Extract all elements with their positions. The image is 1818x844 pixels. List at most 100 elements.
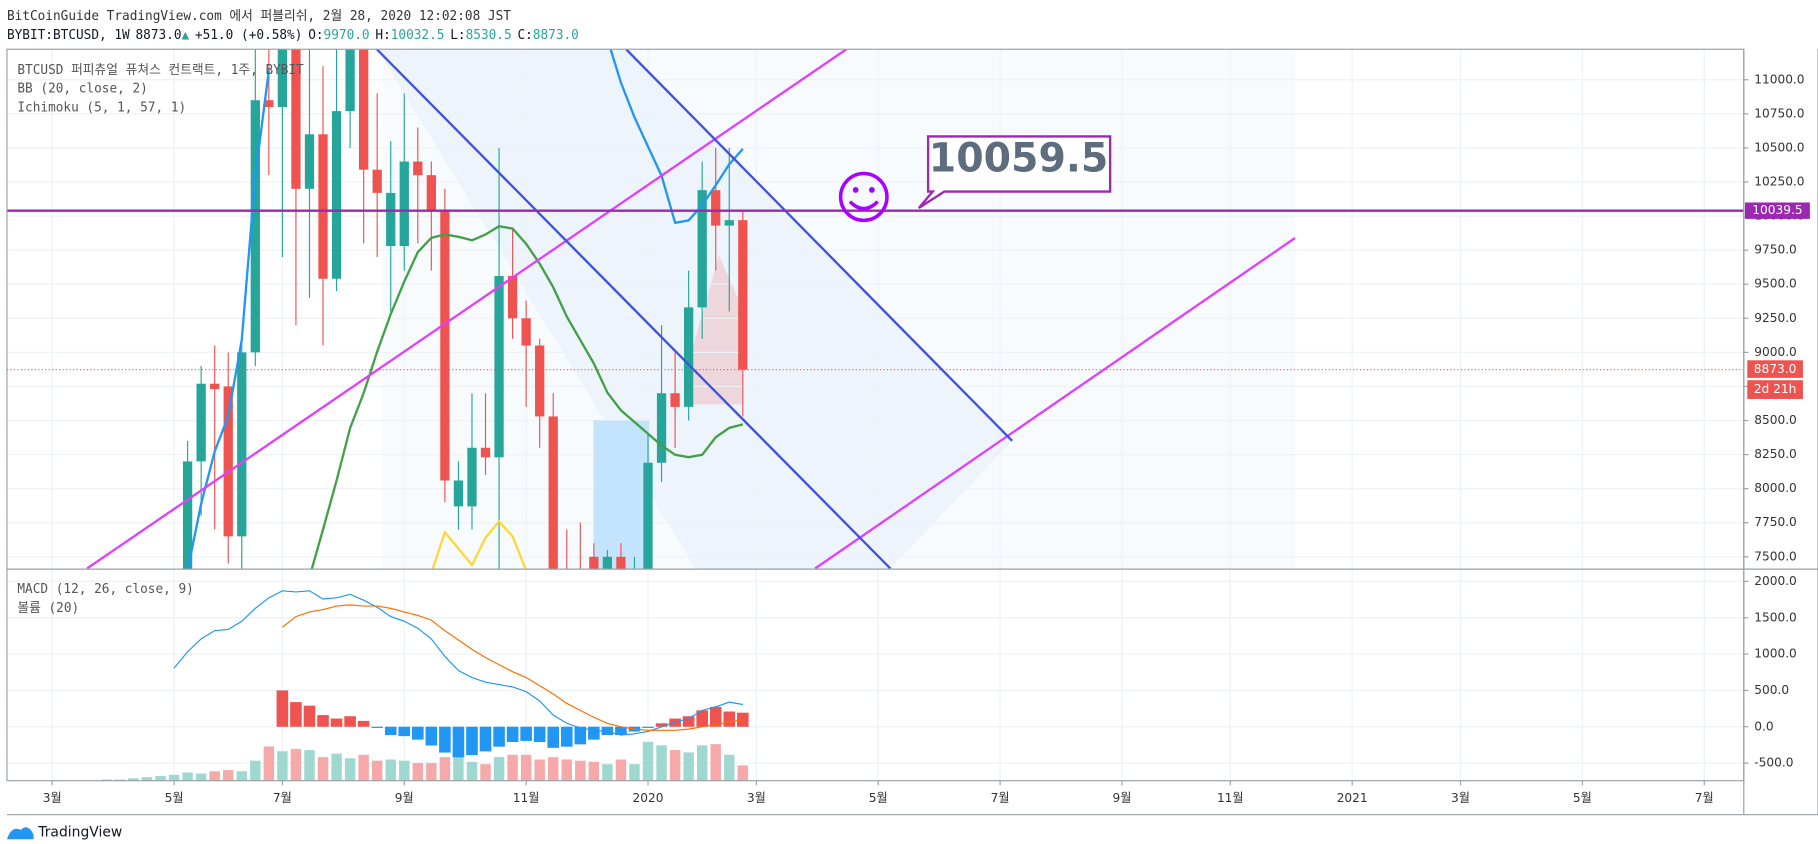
volume-bar xyxy=(669,750,681,781)
candle-body xyxy=(535,345,545,417)
volume-bar xyxy=(317,757,329,781)
main-pane xyxy=(6,49,1744,569)
trendline xyxy=(86,49,848,569)
histogram-bar xyxy=(682,716,695,727)
trendline xyxy=(375,49,892,569)
candle-body xyxy=(318,134,328,279)
histogram-bar xyxy=(479,726,492,752)
header-symbol: BYBIT:BTCUSD, 1W xyxy=(7,28,130,43)
volume-bar xyxy=(561,759,572,781)
volume-bar xyxy=(683,752,694,781)
header-h: 10032.5 xyxy=(391,28,445,43)
histogram-bar xyxy=(344,716,356,727)
histogram-bar xyxy=(520,726,532,741)
histogram-bar xyxy=(425,726,438,746)
axes: BitCoinGuide TradingView.com 에서 퍼블리쉬, 2월… xyxy=(6,9,1818,840)
candle-body xyxy=(237,352,247,537)
volume-bar xyxy=(724,754,735,781)
candle-body xyxy=(223,386,233,537)
candle-body xyxy=(386,192,396,247)
histogram-bar xyxy=(723,711,736,727)
histogram-bar xyxy=(439,726,451,753)
y-tick-label: 10500.0 xyxy=(1754,140,1804,154)
y-tick-label: 7750.0 xyxy=(1754,515,1797,529)
main-legend: Ichimoku (5, 1, 57, 1) xyxy=(17,100,186,115)
x-tick-label: 3월 xyxy=(1451,791,1470,805)
candle-body xyxy=(711,190,721,226)
volume-bar xyxy=(520,754,532,781)
candle-body xyxy=(684,307,694,407)
header-l-label: L: xyxy=(450,28,465,43)
histogram-bar xyxy=(574,726,587,745)
histogram-bar xyxy=(317,715,329,727)
candle-body xyxy=(345,49,355,112)
volume-bar xyxy=(290,748,302,781)
histogram-bar xyxy=(547,726,560,748)
histogram-bar xyxy=(560,726,573,747)
candle-body xyxy=(372,169,382,193)
volume-bar xyxy=(168,774,180,781)
price-label: 8873.0 xyxy=(1754,362,1797,376)
macd-legend: 볼륨 (20) xyxy=(17,601,79,616)
main-legend: BB (20, close, 2) xyxy=(17,82,147,97)
candle-body xyxy=(589,556,599,569)
histogram-bar xyxy=(696,710,708,727)
y-tick-label: 2000.0 xyxy=(1754,574,1797,588)
volume-bar xyxy=(453,757,464,781)
histogram-bar xyxy=(588,726,600,740)
candle-body xyxy=(507,276,518,319)
y-tick-label: 7500.0 xyxy=(1754,549,1797,563)
candle-body xyxy=(413,161,423,176)
candle-body xyxy=(548,416,558,569)
candle-body xyxy=(182,461,193,569)
x-tick-label: 2020 xyxy=(633,791,664,805)
x-tick-label: 9월 xyxy=(395,791,414,805)
volume-bar xyxy=(615,759,627,781)
y-tick-label: -500.0 xyxy=(1754,756,1793,770)
volume-bar xyxy=(128,778,139,781)
volume-bar xyxy=(439,757,451,781)
smiley xyxy=(838,171,889,223)
volume-bar xyxy=(141,777,153,781)
overlay-line xyxy=(431,519,527,569)
x-tick-label: 5월 xyxy=(1573,791,1592,805)
volume-bar xyxy=(588,761,600,781)
y-tick-label: 10750.0 xyxy=(1754,106,1804,120)
volume-bar xyxy=(114,779,126,781)
footer-logo xyxy=(6,827,34,840)
x-tick-label: 3월 xyxy=(747,791,766,805)
x-tick-label: 5월 xyxy=(869,791,888,805)
overlay-line xyxy=(310,225,744,569)
x-tick-label: 5월 xyxy=(165,791,184,805)
candle-body xyxy=(250,100,260,353)
header-last: 8873.0 xyxy=(135,28,181,43)
y-tick-label: 0.0 xyxy=(1754,719,1773,733)
macd-legend: MACD (12, 26, close, 9) xyxy=(17,582,193,597)
histogram-bar xyxy=(412,726,424,740)
x-tick-label: 11월 xyxy=(1217,791,1244,805)
volume-bar xyxy=(548,757,559,781)
macd-pane xyxy=(6,569,1744,781)
x-tick-label: 7월 xyxy=(991,791,1010,805)
header-l: 8530.5 xyxy=(466,28,512,43)
volume-bar xyxy=(507,754,518,781)
overlay-line xyxy=(186,49,744,569)
volume-bar xyxy=(385,759,396,781)
candle-body xyxy=(643,462,653,569)
candle-body xyxy=(440,210,450,481)
volume-bar xyxy=(223,770,234,781)
hline-label-bg xyxy=(1744,202,1810,219)
candle-body xyxy=(697,190,707,308)
volume-bar xyxy=(480,764,491,781)
candle-body xyxy=(291,49,301,189)
macd-line xyxy=(173,590,743,736)
candle-body xyxy=(426,175,436,211)
candle-body xyxy=(359,49,369,170)
volume-bar xyxy=(656,745,667,781)
x-tick-label: 3월 xyxy=(43,791,62,805)
y-tick-label: 1000.0 xyxy=(1754,647,1797,661)
volume-bar xyxy=(250,760,261,781)
candle-body xyxy=(656,393,667,463)
histogram-bar xyxy=(506,726,519,743)
